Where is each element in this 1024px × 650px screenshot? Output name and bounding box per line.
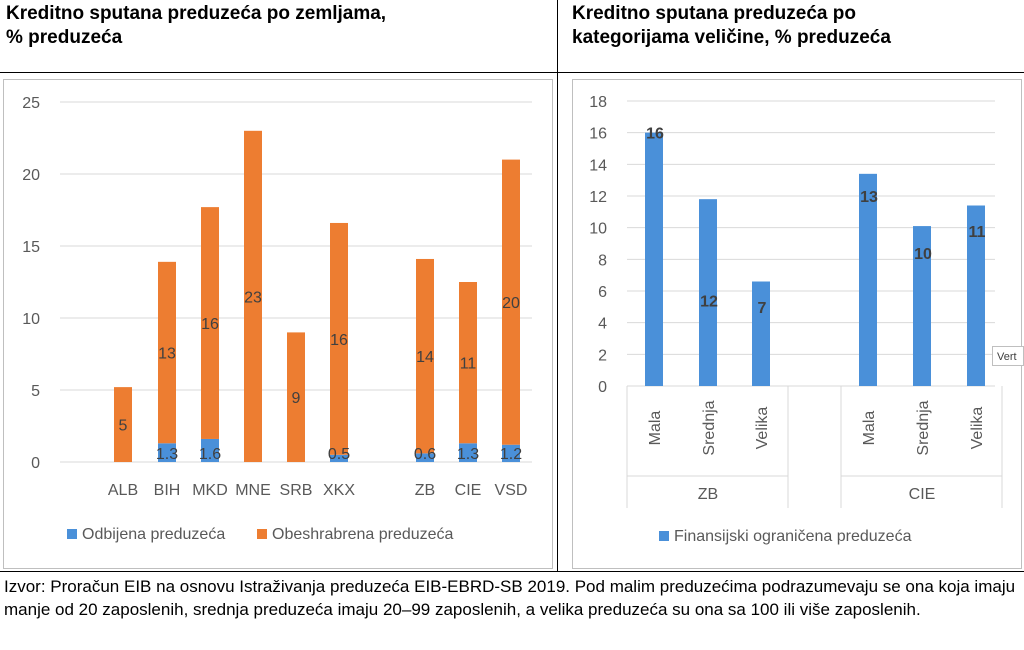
y-tick-label: 10 (22, 311, 40, 328)
data-label-odbijena: 0.6 (414, 446, 436, 463)
legend-swatch (67, 529, 77, 539)
data-label-obeshrabrena: 14 (416, 349, 434, 366)
group-label: CIE (909, 486, 936, 503)
legend-label: Obeshrabrena preduzeća (272, 526, 454, 543)
legend-label: Finansijski ograničena preduzeća (674, 528, 912, 545)
data-label-odbijena: 1.6 (199, 446, 221, 463)
bar-finansijski (913, 226, 931, 386)
data-label-odbijena: 1.3 (156, 446, 178, 463)
bar-obeshrabrena (201, 207, 219, 439)
data-label-obeshrabrena: 9 (292, 390, 301, 407)
bar-obeshrabrena (244, 130, 262, 463)
y-tick-label: 4 (598, 316, 607, 333)
data-label-obeshrabrena: 13 (158, 346, 176, 363)
bar-odbijena (502, 444, 520, 462)
y-tick-label: 18 (589, 94, 607, 111)
x-tick-label: Mala (861, 411, 878, 446)
bar-finansijski (699, 199, 717, 386)
y-tick-label: 20 (22, 167, 40, 184)
panel-divider (557, 0, 558, 572)
x-tick-label: BIH (154, 482, 181, 499)
bar-odbijena (459, 443, 477, 462)
data-label-finansijski: 16 (646, 126, 664, 143)
bottom-rule (0, 571, 1024, 572)
bar-odbijena (158, 443, 176, 462)
data-label-odbijena: 1.2 (500, 446, 522, 463)
y-tick-label: 16 (589, 126, 607, 143)
bar-finansijski (967, 205, 985, 386)
data-label-finansijski: 12 (700, 294, 718, 311)
bar-obeshrabrena (287, 332, 305, 462)
data-label-finansijski: 11 (969, 224, 986, 241)
data-label-obeshrabrena: 5 (119, 418, 128, 435)
y-tick-label: 14 (589, 157, 607, 174)
x-tick-label: XKX (323, 482, 355, 499)
y-tick-label: 12 (589, 189, 607, 206)
x-tick-label: MNE (235, 482, 271, 499)
y-tick-label: 6 (598, 284, 607, 301)
y-tick-label: 0 (598, 379, 607, 396)
x-tick-label: Velika (754, 407, 771, 450)
bar-finansijski (645, 132, 663, 386)
bar-obeshrabrena (114, 387, 132, 462)
data-label-obeshrabrena: 16 (330, 332, 348, 349)
data-label-finansijski: 13 (860, 189, 878, 206)
y-tick-label: 8 (598, 252, 607, 269)
bar-obeshrabrena (158, 261, 176, 444)
bar-odbijena (201, 438, 219, 462)
data-label-obeshrabrena: 16 (201, 316, 219, 333)
overlay-tag: Vert (992, 346, 1024, 366)
y-tick-label: 10 (589, 221, 607, 238)
bar-odbijena (330, 454, 348, 462)
data-label-obeshrabrena: 11 (460, 356, 477, 373)
data-label-finansijski: 7 (758, 300, 767, 317)
x-tick-label: Srednja (915, 400, 932, 455)
left-bar-chart: 0 5 10 15 20 25 ALB BIH MKD MNE SRB XKX ZB CIE VSD 5 1.3… (22, 95, 532, 543)
bar-finansijski (752, 281, 770, 386)
x-tick-label: Velika (969, 407, 986, 450)
y-tick-label: 5 (31, 383, 40, 400)
x-tick-label: VSD (495, 482, 528, 499)
legend-swatch (659, 531, 669, 541)
bar-odbijena (416, 453, 434, 462)
x-tick-label: SRB (280, 482, 313, 499)
bar-obeshrabrena (330, 222, 348, 455)
data-label-obeshrabrena: 20 (502, 295, 520, 312)
legend-swatch (257, 529, 267, 539)
bar-obeshrabrena (459, 282, 477, 444)
x-tick-label: ZB (415, 482, 435, 499)
data-label-finansijski: 10 (914, 246, 932, 263)
right-chart-title: Kreditno sputana preduzeća po kategorija… (572, 3, 891, 48)
x-tick-label: MKD (192, 482, 228, 499)
bar-obeshrabrena (502, 159, 520, 445)
x-tick-label: ALB (108, 482, 138, 499)
y-tick-label: 0 (31, 455, 40, 472)
data-label-odbijena: 0.5 (328, 446, 350, 463)
y-tick-label: 15 (22, 239, 40, 256)
group-label: ZB (698, 486, 718, 503)
source-note: Izvor: Proračun EIB na osnovu Istraživan… (4, 577, 1016, 619)
x-tick-label: CIE (455, 482, 482, 499)
data-label-obeshrabrena: 23 (244, 289, 262, 306)
x-tick-label: Srednja (701, 400, 718, 455)
top-rule (0, 72, 1024, 73)
y-tick-label: 2 (598, 347, 607, 364)
x-tick-label: Mala (647, 411, 664, 446)
bar-obeshrabrena (416, 258, 434, 454)
left-chart-title: Kreditno sputana preduzeća po zemljama, … (6, 3, 387, 48)
right-bar-chart: 0 2 4 6 8 10 12 14 16 18 Mala Srednja Velika ZB Mala Sr… (589, 94, 1003, 545)
y-tick-label: 25 (22, 95, 40, 112)
bar-finansijski (859, 173, 877, 386)
data-label-odbijena: 1.3 (457, 446, 479, 463)
legend-label: Odbijena preduzeća (82, 526, 225, 543)
